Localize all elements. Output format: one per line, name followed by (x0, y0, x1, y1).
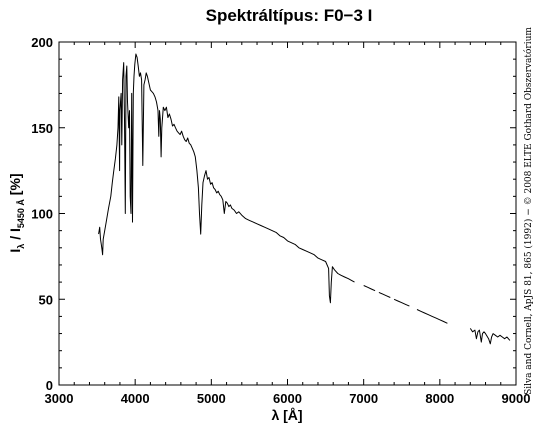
x-tick-label: 3000 (45, 391, 74, 406)
y-label-sub-lambda: λ (16, 244, 26, 249)
y-label-sub-ref: 5450 Å (16, 199, 26, 229)
spectrum-line-segment (378, 291, 391, 298)
y-tick-label: 50 (39, 292, 53, 307)
spectrum-line-segment (469, 328, 511, 345)
y-tick-label: 100 (31, 207, 53, 222)
x-tick-label: 6000 (273, 391, 302, 406)
y-label-main: I (7, 249, 23, 253)
x-tick-label: 9000 (502, 391, 531, 406)
spectrum-line-segment (98, 53, 355, 304)
y-label-mid: / I (7, 228, 23, 244)
y-label-unit: [%] (7, 173, 23, 199)
plot-area (98, 53, 511, 345)
spectrum-line-segment (393, 298, 410, 307)
y-axis-ticks: 0 50 100 150 200 (31, 35, 516, 393)
x-tick-label: 8000 (425, 391, 454, 406)
y-axis-label: Iλ / I5450 Å [%] (7, 173, 26, 252)
y-tick-label: 200 (31, 35, 53, 50)
spectrum-line-segment (363, 285, 376, 292)
x-tick-label: 7000 (349, 391, 378, 406)
credit-text: Silva and Cornell, ApJS 81, 865 (1992) −… (523, 27, 534, 395)
chart-title: Spektráltípus: F0−3 I (206, 6, 373, 25)
y-tick-label: 0 (46, 378, 53, 393)
x-tick-label: 4000 (121, 391, 150, 406)
y-tick-label: 150 (31, 121, 53, 136)
x-axis-ticks: 3000 4000 5000 6000 7000 8000 9000 (45, 42, 531, 406)
spectrum-line-segment (416, 309, 448, 324)
x-tick-label: 5000 (197, 391, 226, 406)
x-axis-label: λ [Å] (271, 407, 302, 423)
